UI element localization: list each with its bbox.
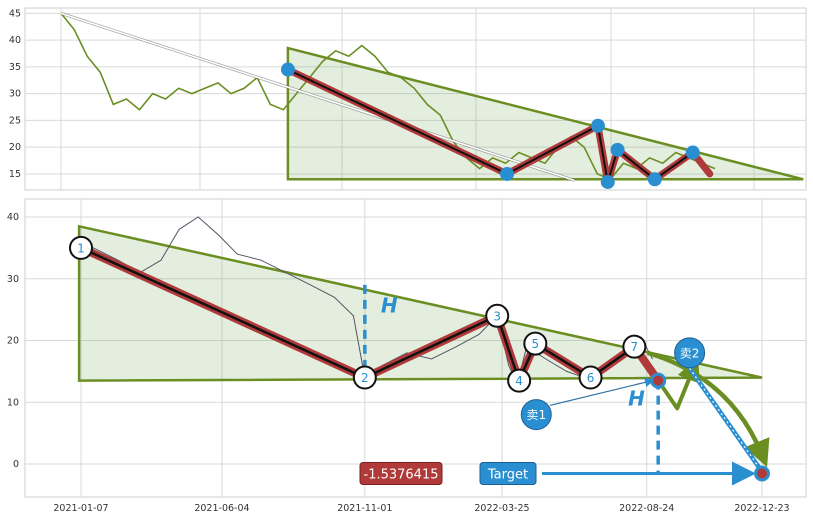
pivot-marker-3 [485,303,510,328]
detail-x-tick-label: 2021-06-04 [194,503,249,514]
pivot-label-1: 1 [77,241,85,255]
overview-y-tick-label: 25 [9,115,21,126]
detail-x-tick-label: 2022-08-24 [619,503,674,514]
overview-y-tick-label: 45 [9,8,21,19]
detail-x-tick-label: 2022-03-25 [474,503,529,514]
height-label-2: H [628,386,645,410]
detail-y-tick-label: 20 [7,336,19,347]
detail-triangle [77,224,763,382]
detail-y-tick-label: 0 [13,459,19,470]
pivot-label-2: 2 [361,371,369,385]
pivot-marker-2 [352,365,377,390]
pivot-label-5: 5 [531,337,539,351]
overview-pivot-point [590,118,605,133]
sell-point-2 [674,337,706,369]
overview-triangle [286,46,804,181]
overview-pivot-point [610,142,625,157]
detail-y-tick-label: 30 [7,274,19,285]
overview-pivot-point [685,145,700,160]
detail-x-tick-label: 2021-01-07 [53,503,108,514]
pivot-label-4: 4 [515,374,523,388]
pivot-label-7: 7 [631,340,639,354]
sell-point-label-1: 卖1 [526,408,546,422]
pullback-path [656,357,701,411]
breakout-point-core [653,375,664,386]
detail-y-tick-label: 10 [7,397,19,408]
overview-pivot-point [500,166,515,181]
sell1-arrow [550,377,655,406]
overview-y-tick-label: 35 [9,62,21,73]
overview-y-tick-label: 40 [9,35,21,46]
projection-curve-arrow [647,350,770,468]
pivot-marker-7 [622,334,647,359]
pivot-label-6: 6 [587,371,595,385]
pivot-marker-5 [523,331,548,356]
overview-y-tick-label: 15 [9,169,21,180]
overview-y-tick-label: 20 [9,142,21,153]
overview-pivot-point [280,62,295,77]
pivot-marker-1 [69,235,93,260]
overview-trend-arrow [60,12,575,182]
pivot-label-3: 3 [493,309,501,323]
target-box-text: Target [487,467,528,482]
overview-y-tick-label: 30 [9,89,21,100]
sell-point-1 [520,399,552,431]
overview-plot-area [24,7,807,191]
overview-pivot-point [647,172,662,187]
height-label-1: H [381,294,398,318]
target-box [479,461,537,485]
sell2-projection-dots [689,367,761,470]
overview-pivot-point [600,174,615,189]
detail-x-tick-label: 2021-11-01 [337,503,392,514]
detail-x-tick-label: 2022-12-23 [734,503,789,514]
pivot-marker-6 [578,365,603,390]
value-box [359,461,443,485]
detail-y-tick-label: 40 [7,212,19,223]
target-point-core [757,468,767,479]
pivot-marker-4 [507,368,532,393]
sell-point-label-2: 卖2 [680,346,700,360]
value-box-text: -1.5376415 [364,467,439,482]
